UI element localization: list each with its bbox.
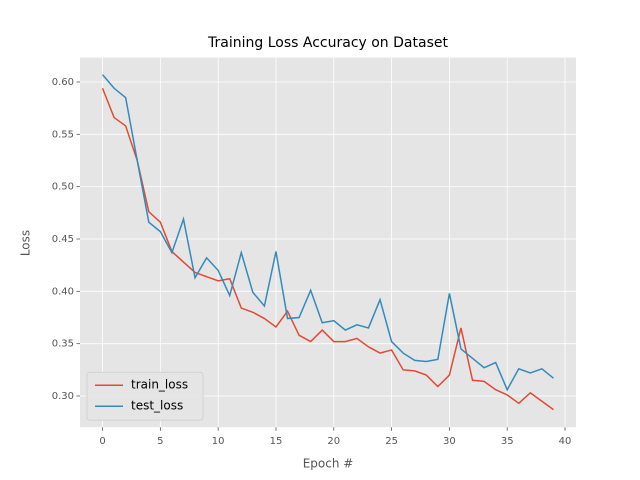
chart-title: Training Loss Accuracy on Dataset	[207, 35, 448, 51]
y-tick-label: 0.55	[52, 129, 74, 140]
x-axis-label: Epoch #	[303, 457, 354, 471]
grid: 0 5 10 15 20 25 30 35 40 0.30 0.35 0.40 0.45 0.50 0.55…	[52, 57, 576, 447]
x-tick-label: 5	[157, 436, 163, 447]
y-tick-label: 0.40	[52, 286, 74, 297]
x-tick-label: 0	[99, 436, 105, 447]
y-tick-label: 0.35	[52, 339, 74, 350]
y-axis-label: Loss	[19, 230, 33, 256]
x-tick-label: 40	[559, 436, 572, 447]
x-tick-label: 25	[385, 436, 398, 447]
y-tick-label: 0.50	[52, 182, 74, 193]
y-tick-label: 0.30	[52, 391, 74, 402]
legend-label: test_loss	[131, 399, 183, 413]
legend: train_loss test_loss	[86, 371, 204, 421]
legend-box	[86, 371, 204, 421]
plot-background	[80, 57, 576, 428]
x-tick-label: 15	[270, 436, 283, 447]
x-tick-label: 20	[327, 436, 340, 447]
series-line	[101, 74, 554, 392]
x-tick-label: 35	[501, 436, 514, 447]
lines	[101, 74, 554, 411]
legend-label: train_loss	[131, 378, 188, 392]
y-tick-label: 0.45	[52, 234, 74, 245]
y-tick-label: 0.60	[52, 77, 74, 88]
x-tick-label: 10	[212, 436, 225, 447]
x-tick-label: 30	[443, 436, 456, 447]
series-line	[101, 87, 554, 411]
